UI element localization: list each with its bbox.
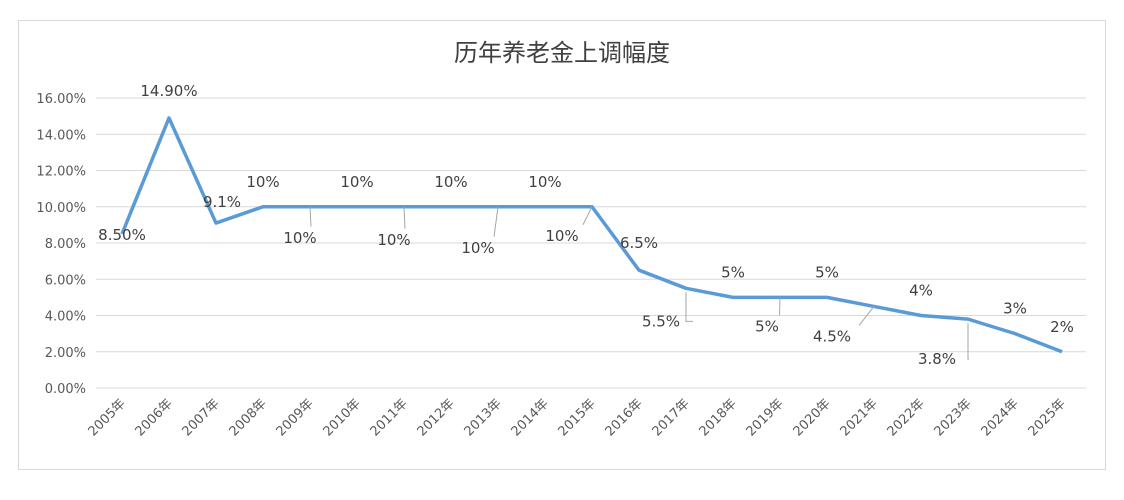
data-label: 9.1% — [203, 193, 241, 211]
x-tick-label: 2025年 — [1026, 396, 1069, 439]
x-tick-label: 2014年 — [509, 396, 552, 439]
data-label: 10% — [545, 227, 578, 245]
label-leaders — [309, 206, 969, 360]
x-tick-label: 2009年 — [274, 396, 317, 439]
x-tick-label: 2018年 — [697, 396, 740, 439]
chart-frame — [18, 20, 1106, 470]
x-tick-label: 2005年 — [86, 396, 129, 439]
data-label: 8.50% — [98, 226, 146, 244]
leader-line — [403, 206, 406, 229]
data-label: 2% — [1050, 318, 1074, 336]
leader-line — [779, 297, 781, 316]
x-tick-label: 2015年 — [556, 396, 599, 439]
series-line-layer — [120, 116, 1063, 354]
data-label: 10% — [434, 173, 467, 191]
data-label: 3.8% — [918, 350, 956, 368]
gridlines — [96, 97, 1086, 389]
y-tick-label: 4.00% — [45, 310, 86, 325]
x-tick-label: 2008年 — [227, 396, 270, 439]
y-tick-label: 12.00% — [36, 165, 86, 180]
leader-line — [858, 306, 875, 326]
leader-line — [309, 206, 312, 227]
x-tick-label: 2024年 — [979, 396, 1022, 439]
data-label: 10% — [528, 173, 561, 191]
x-tick-label: 2019年 — [744, 396, 787, 439]
y-tick-label: 10.00% — [36, 201, 86, 216]
y-tick-label: 6.00% — [45, 273, 86, 288]
x-tick-label: 2023年 — [932, 396, 975, 439]
data-label: 3% — [1003, 300, 1027, 318]
data-label: 5% — [815, 263, 839, 281]
y-tick-label: 8.00% — [45, 237, 86, 252]
data-label: 6.5% — [620, 234, 658, 252]
x-tick-label: 2012年 — [415, 396, 458, 439]
data-label: 14.90% — [140, 82, 197, 100]
data-label: 5.5% — [642, 312, 680, 330]
x-tick-label: 2021年 — [838, 396, 881, 439]
x-tick-label: 2007年 — [180, 396, 223, 439]
y-tick-label: 2.00% — [45, 346, 86, 361]
data-label: 10% — [377, 231, 410, 249]
leader-line — [685, 292, 693, 322]
data-label: 4.5% — [813, 327, 851, 345]
x-tick-label: 2006年 — [133, 396, 176, 439]
y-tick-label: 16.00% — [36, 92, 86, 107]
leader-line — [493, 206, 499, 237]
x-tick-label: 2013年 — [462, 396, 505, 439]
data-label: 5% — [721, 263, 745, 281]
data-label: 10% — [246, 173, 279, 191]
data-label: 10% — [461, 239, 494, 257]
y-tick-label: 14.00% — [36, 128, 86, 143]
x-axis-ticks: 2005年 2006年 2007年 2008年 2009年 2010年 2011年 2012年… — [86, 396, 1069, 439]
leader-line — [582, 206, 593, 225]
leader-line — [967, 323, 969, 360]
data-label: 4% — [909, 282, 933, 300]
x-tick-label: 2011年 — [368, 396, 411, 439]
x-tick-label: 2010年 — [321, 396, 364, 439]
y-axis-ticks: 0.00% 2.00% 4.00% 6.00% 8.00% 10.00% 12.00% 14.… — [36, 92, 86, 397]
x-tick-label: 2017年 — [650, 396, 693, 439]
data-label: 5% — [755, 317, 779, 335]
y-tick-label: 0.00% — [45, 382, 86, 397]
series-line — [120, 116, 1063, 354]
x-tick-label: 2022年 — [885, 396, 928, 439]
data-label: 10% — [340, 173, 373, 191]
data-label: 10% — [283, 229, 316, 247]
chart-title: 历年养老金上调幅度 — [454, 39, 670, 67]
x-tick-label: 2020年 — [791, 396, 834, 439]
x-tick-label: 2016年 — [603, 396, 646, 439]
data-labels: 8.50% 14.90% 9.1% 10% 10% 10% 10% 10% 10% 10% 10% 6… — [98, 82, 1074, 368]
